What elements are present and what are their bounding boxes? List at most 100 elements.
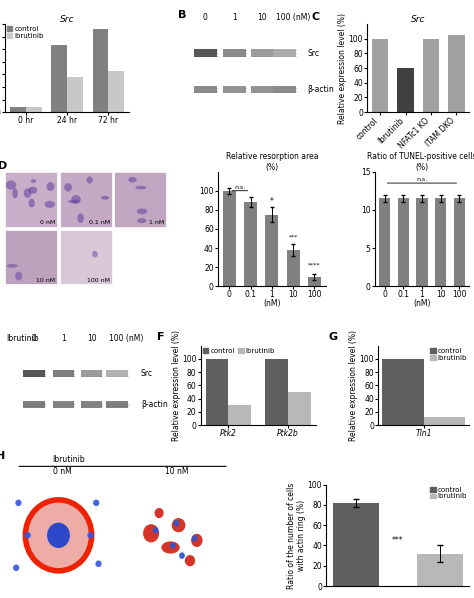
Bar: [228, 405, 251, 425]
Bar: [435, 199, 446, 286]
Text: Src: Src: [307, 48, 319, 57]
Text: 0 nM: 0 nM: [53, 468, 71, 477]
Text: β-actin: β-actin: [141, 400, 168, 409]
Bar: [423, 39, 439, 112]
Text: H: H: [0, 451, 5, 461]
Ellipse shape: [24, 188, 31, 198]
Ellipse shape: [179, 553, 185, 559]
Ellipse shape: [93, 499, 100, 506]
Ellipse shape: [191, 534, 202, 547]
Y-axis label: Ratio of the number of cells
with actin ring (%): Ratio of the number of cells with actin …: [287, 482, 306, 588]
Bar: [52, 45, 67, 112]
Bar: [5, 230, 57, 284]
Ellipse shape: [64, 183, 72, 191]
Text: 0: 0: [32, 334, 36, 343]
Text: G: G: [328, 332, 337, 342]
Text: D: D: [0, 161, 8, 171]
Ellipse shape: [155, 508, 164, 518]
Bar: [273, 48, 296, 57]
Bar: [424, 417, 465, 425]
Bar: [108, 71, 124, 112]
Ellipse shape: [68, 200, 80, 203]
Ellipse shape: [95, 560, 101, 567]
Bar: [23, 401, 45, 408]
Ellipse shape: [15, 271, 22, 280]
Legend: control, ibrutinib: control, ibrutinib: [429, 486, 468, 500]
Text: n.s.: n.s.: [234, 185, 246, 190]
Text: 10: 10: [257, 13, 267, 22]
Text: 1: 1: [232, 13, 237, 22]
Text: 10 nM: 10 nM: [36, 277, 55, 283]
Text: *: *: [270, 197, 274, 206]
Text: ***: ***: [289, 234, 298, 239]
Ellipse shape: [45, 201, 55, 208]
X-axis label: (nM): (nM): [263, 300, 281, 309]
Text: ****: ****: [308, 262, 321, 267]
Text: Ibrutinib: Ibrutinib: [53, 455, 85, 464]
Bar: [398, 199, 409, 286]
Ellipse shape: [25, 532, 31, 539]
X-axis label: (nM): (nM): [413, 300, 431, 309]
Ellipse shape: [28, 199, 35, 208]
Bar: [287, 250, 300, 286]
Bar: [106, 401, 128, 408]
Y-axis label: Relative expression level (%): Relative expression level (%): [338, 13, 347, 124]
Bar: [223, 86, 246, 93]
Text: 10 nM: 10 nM: [164, 468, 188, 477]
Bar: [114, 172, 166, 227]
Bar: [288, 392, 310, 425]
Ellipse shape: [185, 555, 195, 566]
Ellipse shape: [15, 499, 22, 506]
Text: Ibrutinib: Ibrutinib: [6, 334, 39, 343]
Text: F: F: [157, 332, 164, 342]
Bar: [194, 86, 217, 93]
Text: 100 nM: 100 nM: [87, 277, 110, 283]
Legend: control, Ibrutinib: control, Ibrutinib: [202, 347, 276, 355]
Title: Relative resorption area
(%): Relative resorption area (%): [226, 152, 318, 172]
Ellipse shape: [71, 195, 81, 204]
Ellipse shape: [13, 565, 19, 571]
Legend: control, Ibrutinib: control, Ibrutinib: [6, 25, 45, 39]
Bar: [206, 359, 228, 425]
Text: Src: Src: [141, 369, 153, 378]
Ellipse shape: [87, 176, 93, 184]
Bar: [417, 554, 463, 586]
Bar: [26, 107, 42, 112]
Text: 100 (nM): 100 (nM): [276, 13, 311, 22]
Ellipse shape: [77, 213, 84, 223]
Bar: [60, 230, 111, 284]
Ellipse shape: [136, 186, 146, 190]
Text: C: C: [311, 11, 319, 22]
Ellipse shape: [6, 181, 16, 190]
Text: 100 (nM): 100 (nM): [109, 334, 144, 343]
Ellipse shape: [137, 218, 146, 223]
Bar: [244, 202, 257, 286]
Title: Ratio of TUNEL-positive cells
(%): Ratio of TUNEL-positive cells (%): [367, 152, 474, 172]
Ellipse shape: [143, 524, 159, 542]
Text: 0: 0: [203, 13, 208, 22]
Text: 0 nM: 0 nM: [40, 220, 55, 225]
Ellipse shape: [172, 518, 185, 532]
Ellipse shape: [92, 251, 98, 257]
Bar: [223, 48, 246, 57]
Legend: control, ibrutinib: control, ibrutinib: [429, 347, 468, 361]
Ellipse shape: [173, 520, 179, 526]
Bar: [308, 277, 321, 286]
Bar: [454, 199, 465, 286]
Bar: [67, 77, 82, 112]
Bar: [53, 401, 74, 408]
Bar: [265, 359, 288, 425]
Bar: [251, 48, 273, 57]
Ellipse shape: [7, 264, 18, 268]
Bar: [10, 107, 26, 112]
Text: β-actin: β-actin: [307, 85, 334, 94]
Text: 10: 10: [87, 334, 96, 343]
Text: 0.1 nM: 0.1 nM: [89, 220, 110, 225]
Bar: [383, 359, 424, 425]
Bar: [194, 48, 217, 57]
Text: 1 nM: 1 nM: [149, 220, 164, 225]
Title: Src: Src: [60, 15, 74, 24]
Ellipse shape: [47, 523, 70, 548]
Bar: [265, 215, 278, 286]
Bar: [23, 370, 45, 377]
